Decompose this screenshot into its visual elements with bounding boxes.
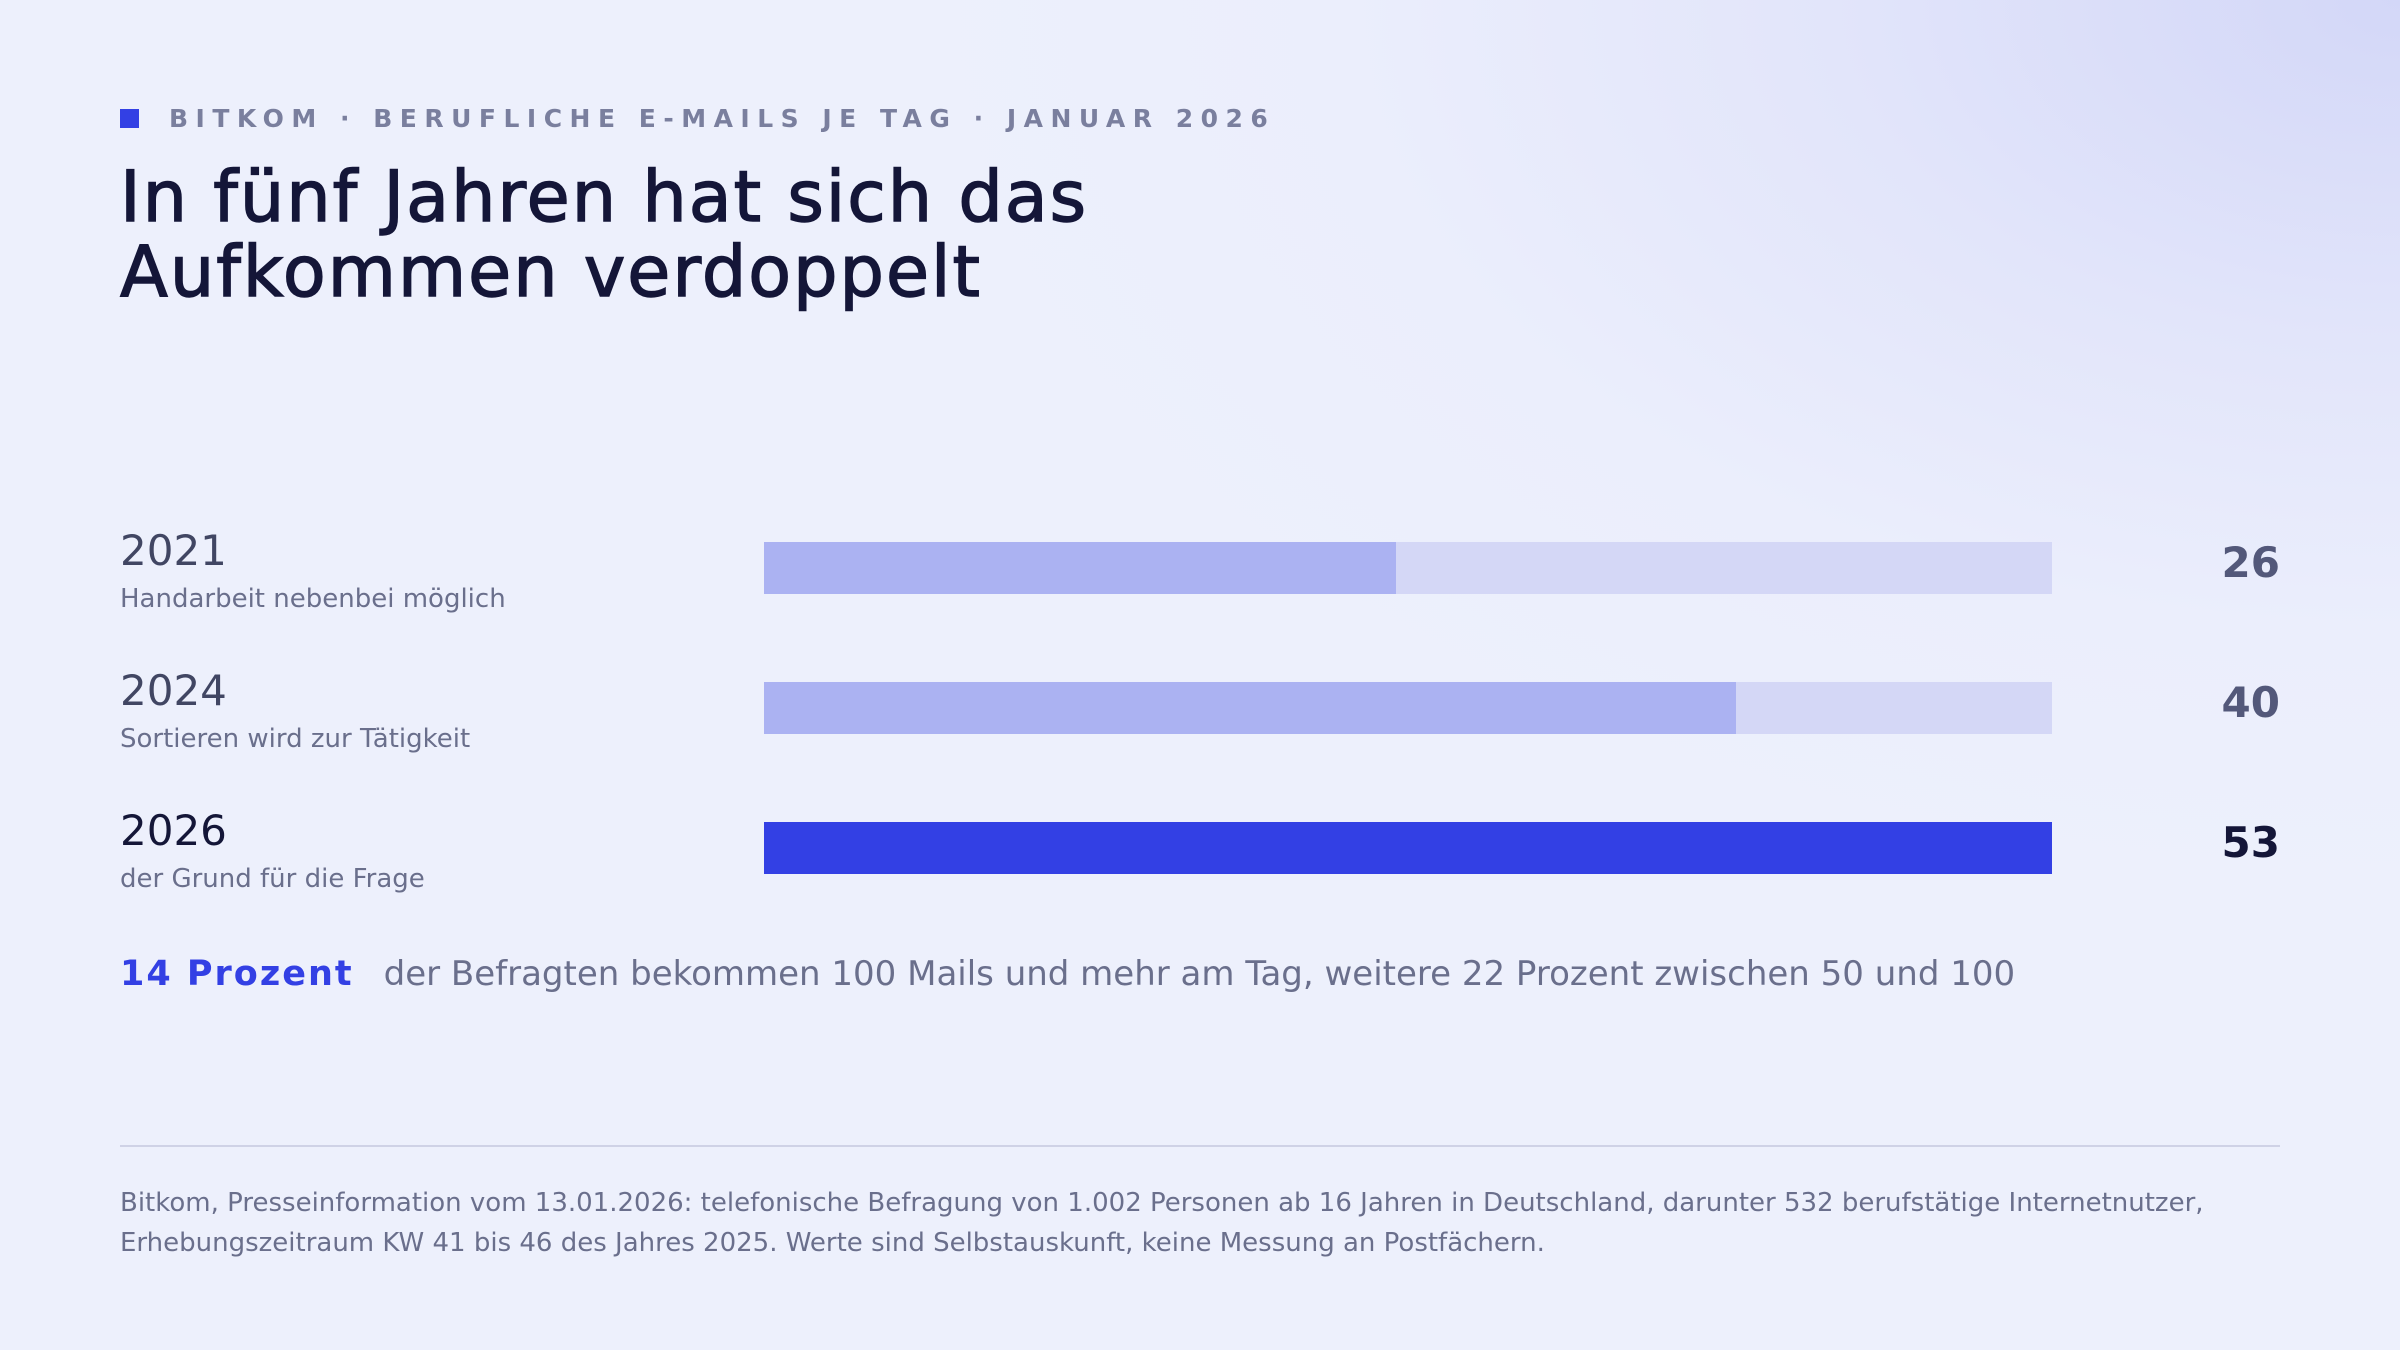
callout-highlight: 14 Prozent [120, 954, 354, 994]
bar-2024 [764, 682, 1737, 734]
title-line-2: Aufkommen verdoppelt [119, 231, 982, 313]
bar-2026 [764, 822, 2052, 874]
title-line-1: In fünf Jahren hat sich das [119, 156, 1089, 238]
value-label: 53 [2221, 818, 2280, 867]
bar-row-2021: 2021 Handarbeit nebenbei möglich 26 [0, 527, 2400, 637]
divider [120, 1145, 2280, 1147]
bar-track [764, 682, 2052, 734]
category-label: 2021 [120, 526, 227, 575]
value-label: 40 [2221, 678, 2280, 727]
category-label: 2026 [120, 806, 227, 855]
accent-square-icon [120, 109, 139, 128]
bar-row-2024: 2024 Sortieren wird zur Tätigkeit 40 [0, 667, 2400, 777]
eyebrow: BITKOM · BERUFLICHE E-MAILS JE TAG · JAN… [120, 104, 1275, 133]
chart-title: In fünf Jahren hat sich das Aufkommen ve… [119, 159, 1520, 313]
source-note-line-2: Erhebungszeitraum KW 41 bis 46 des Jahre… [120, 1228, 1545, 1258]
category-subtitle: der Grund für die Frage [120, 864, 425, 894]
bar-2021 [764, 542, 1396, 594]
source-note: Bitkom, Presseinformation vom 13.01.2026… [120, 1183, 2300, 1263]
callout: 14 Prozent der Befragten bekommen 100 Ma… [120, 954, 2015, 994]
callout-text: der Befragten bekommen 100 Mails und meh… [383, 954, 2016, 994]
bar-row-2026: 2026 der Grund für die Frage 53 [0, 807, 2400, 917]
eyebrow-label: BITKOM · BERUFLICHE E-MAILS JE TAG · JAN… [169, 104, 1276, 133]
source-note-line-1: Bitkom, Presseinformation vom 13.01.2026… [120, 1188, 2204, 1218]
category-subtitle: Sortieren wird zur Tätigkeit [120, 724, 471, 754]
value-label: 26 [2221, 538, 2280, 587]
bar-track [764, 542, 2052, 594]
category-label: 2024 [120, 666, 227, 715]
category-subtitle: Handarbeit nebenbei möglich [120, 584, 506, 614]
bar-track [764, 822, 2052, 874]
